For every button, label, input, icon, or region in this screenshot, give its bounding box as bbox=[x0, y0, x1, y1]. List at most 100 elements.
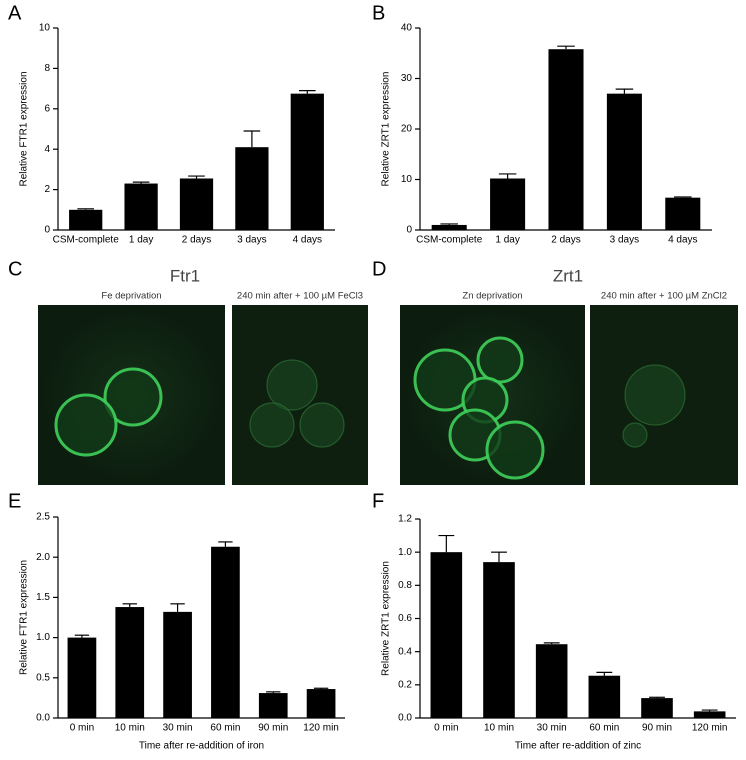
bar bbox=[235, 147, 269, 230]
bar bbox=[290, 93, 324, 231]
bar bbox=[693, 711, 726, 718]
y-tick-label: 0.2 bbox=[398, 679, 412, 690]
bar bbox=[258, 693, 288, 718]
error-bar bbox=[701, 709, 718, 712]
x-tick-label: 30 min bbox=[163, 723, 193, 734]
bar bbox=[211, 546, 240, 718]
cell bbox=[622, 422, 648, 448]
x-tick-label: 2 days bbox=[182, 235, 211, 246]
y-tick-label: 20 bbox=[401, 124, 413, 135]
error-bar bbox=[596, 671, 613, 676]
x-tick-label: 30 min bbox=[537, 723, 567, 734]
panel-label: A bbox=[8, 2, 22, 24]
y-axis-label: Relative ZRT1 expression bbox=[381, 561, 392, 676]
error-bar bbox=[218, 541, 233, 547]
bar bbox=[163, 611, 192, 718]
y-tick-label: 30 bbox=[401, 73, 413, 84]
y-tick-label: 0.6 bbox=[398, 613, 412, 624]
bar bbox=[606, 93, 642, 231]
bar bbox=[490, 178, 526, 230]
y-tick-label: 10 bbox=[401, 174, 413, 185]
x-tick-label: 3 days bbox=[237, 235, 266, 246]
y-tick-label: 0.5 bbox=[36, 672, 50, 683]
x-tick-label: 90 min bbox=[258, 723, 288, 734]
bar bbox=[548, 49, 584, 231]
error-bar bbox=[313, 687, 329, 690]
error-bar bbox=[543, 642, 560, 645]
bar bbox=[588, 675, 621, 718]
cell bbox=[299, 402, 345, 448]
x-tick-label: 4 days bbox=[668, 235, 697, 246]
x-tick-label: 4 days bbox=[293, 235, 322, 246]
error-bar bbox=[491, 551, 507, 563]
y-axis-label: Relative FTR1 expression bbox=[19, 560, 30, 675]
error-bar bbox=[557, 45, 575, 50]
x-tick-label: CSM-complete bbox=[416, 235, 483, 246]
y-tick-label: 6 bbox=[44, 103, 50, 114]
cell bbox=[54, 393, 118, 457]
bar bbox=[67, 637, 97, 718]
bar bbox=[535, 644, 568, 718]
bar bbox=[665, 197, 701, 230]
bar bbox=[306, 689, 336, 718]
y-tick-label: 2.5 bbox=[36, 512, 50, 523]
error-bar bbox=[438, 534, 455, 553]
bar bbox=[179, 178, 214, 230]
cell bbox=[624, 364, 686, 426]
error-bar bbox=[266, 691, 281, 694]
y-tick-label: 0.0 bbox=[398, 713, 412, 724]
cell bbox=[249, 402, 295, 448]
image-caption: 240 min after + 100 µM FeCl3 bbox=[237, 291, 363, 302]
x-tick-label: 60 min bbox=[210, 723, 240, 734]
x-tick-label: 2 days bbox=[551, 235, 580, 246]
error-bar bbox=[74, 634, 90, 638]
error-bar bbox=[298, 90, 316, 94]
y-tick-label: 40 bbox=[401, 23, 413, 34]
y-tick-label: 1.0 bbox=[36, 632, 50, 643]
y-tick-label: 4 bbox=[44, 144, 50, 155]
panel-label: D bbox=[372, 258, 386, 280]
y-tick-label: 2.0 bbox=[36, 552, 50, 563]
y-tick-label: 0.4 bbox=[398, 646, 412, 657]
panel-label: B bbox=[372, 2, 385, 24]
error-bar bbox=[440, 223, 458, 225]
x-tick-label: 90 min bbox=[642, 723, 672, 734]
x-tick-label: 1 day bbox=[129, 235, 153, 246]
error-bar bbox=[498, 173, 517, 179]
bar bbox=[430, 552, 463, 718]
y-axis-label: Relative FTR1 expression bbox=[19, 71, 30, 186]
image-caption: 240 min after + 100 µM ZnCl2 bbox=[601, 291, 727, 302]
x-tick-label: 10 min bbox=[484, 723, 514, 734]
x-tick-label: 1 day bbox=[495, 235, 519, 246]
cell bbox=[266, 359, 318, 411]
bar bbox=[115, 607, 145, 718]
y-tick-label: 0.0 bbox=[36, 713, 50, 724]
y-tick-label: 1.0 bbox=[398, 547, 412, 558]
panel-title: Ftr1 bbox=[170, 266, 200, 285]
error-bar bbox=[615, 88, 634, 94]
x-axis-label: Time after re-addition of zinc bbox=[515, 741, 641, 752]
y-tick-label: 0 bbox=[406, 225, 412, 236]
bar bbox=[124, 183, 158, 230]
x-axis-label: Time after re-addition of iron bbox=[139, 741, 264, 752]
panel-title: Zrt1 bbox=[553, 266, 583, 285]
x-tick-label: CSM-complete bbox=[53, 235, 120, 246]
error-bar bbox=[132, 181, 150, 184]
error-bar bbox=[77, 208, 95, 210]
image-caption: Fe deprivation bbox=[101, 291, 161, 302]
x-tick-label: 10 min bbox=[115, 723, 145, 734]
x-tick-label: 0 min bbox=[70, 723, 94, 734]
bar bbox=[69, 209, 103, 230]
y-tick-label: 0.8 bbox=[398, 580, 412, 591]
cell bbox=[103, 367, 163, 427]
cell bbox=[485, 420, 545, 480]
x-tick-label: 120 min bbox=[692, 723, 728, 734]
y-tick-label: 2 bbox=[44, 184, 50, 195]
bar bbox=[641, 698, 673, 718]
y-axis-label: Relative ZRT1 expression bbox=[381, 72, 392, 187]
error-bar bbox=[243, 130, 261, 148]
x-tick-label: 3 days bbox=[610, 235, 639, 246]
bar bbox=[431, 224, 467, 230]
y-tick-label: 1.2 bbox=[398, 514, 412, 525]
